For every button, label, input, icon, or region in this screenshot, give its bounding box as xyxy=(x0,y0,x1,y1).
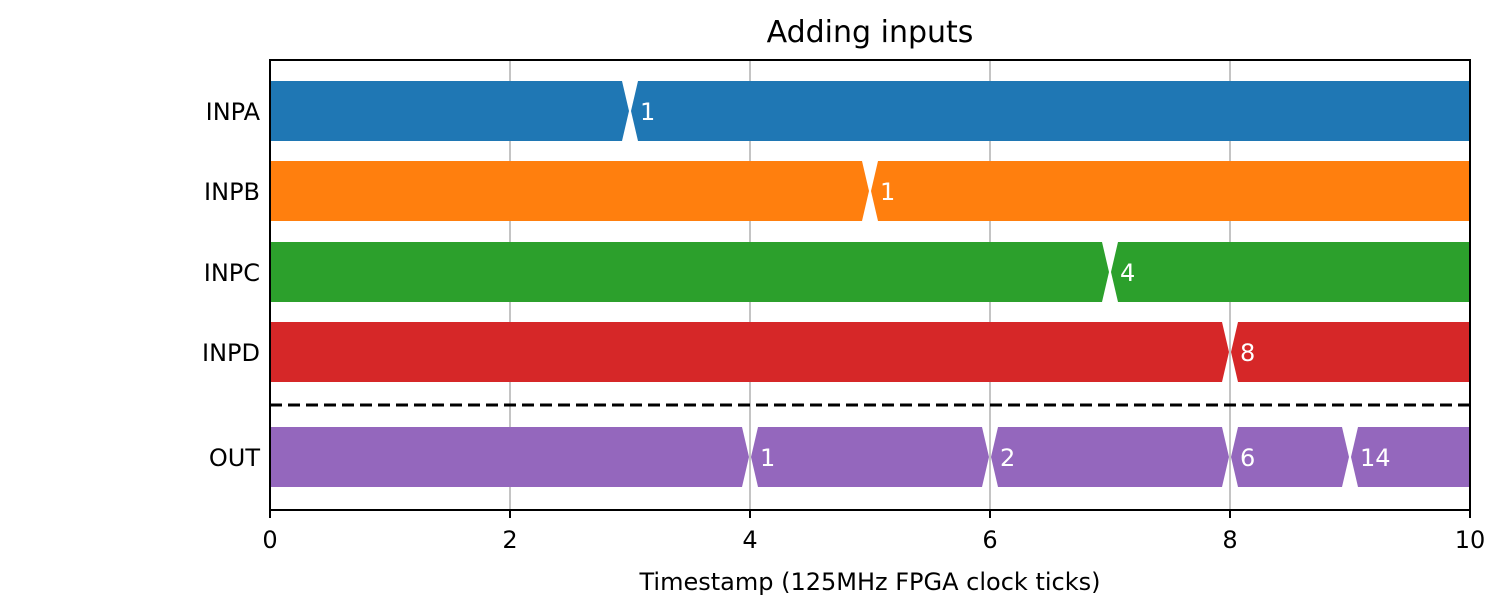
segment xyxy=(270,161,869,221)
chart-title: Adding inputs xyxy=(767,15,974,50)
segment-value-label: 1 xyxy=(880,178,895,206)
signal-row-inpb: 1 xyxy=(270,161,1470,221)
signal-name-label: OUT xyxy=(209,444,260,472)
segment xyxy=(270,242,1109,302)
signal-name-label: INPA xyxy=(206,98,261,126)
segment xyxy=(270,322,1229,382)
x-axis-label: Timestamp (125MHz FPGA clock ticks) xyxy=(639,568,1101,596)
segment-value-label: 14 xyxy=(1360,444,1391,472)
signal-row-inpd: 8 xyxy=(270,322,1470,382)
segment xyxy=(1111,242,1470,302)
signal-name-label: INPD xyxy=(202,339,260,367)
segment xyxy=(871,161,1470,221)
segment xyxy=(270,427,749,487)
x-tick-label: 6 xyxy=(982,526,997,554)
segment xyxy=(991,427,1229,487)
axes-frame xyxy=(269,59,1471,511)
signal-row-inpa: 1 xyxy=(270,81,1470,141)
signal-name-label: INPC xyxy=(204,259,260,287)
x-ticks: 0 2 4 6 8 10 xyxy=(262,510,1485,554)
segment-value-label: 8 xyxy=(1240,339,1255,367)
segment xyxy=(1351,427,1470,487)
segment-value-label: 2 xyxy=(1000,444,1015,472)
signal-row-out: 1 2 6 14 xyxy=(270,427,1470,487)
segment xyxy=(631,81,1470,141)
segment-value-label: 1 xyxy=(760,444,775,472)
segment xyxy=(270,81,629,141)
signal-row-inpc: 4 xyxy=(270,242,1470,302)
segment-value-label: 4 xyxy=(1120,259,1135,287)
segment xyxy=(1231,322,1470,382)
segment-value-label: 1 xyxy=(640,98,655,126)
x-tick-label: 8 xyxy=(1222,526,1237,554)
signal-labels: INPA INPB INPC INPD OUT xyxy=(202,98,261,472)
segment-value-label: 6 xyxy=(1240,444,1255,472)
x-tick-label: 0 xyxy=(262,526,277,554)
x-tick-label: 4 xyxy=(742,526,757,554)
segment xyxy=(1231,427,1349,487)
segment xyxy=(751,427,989,487)
x-tick-label: 2 xyxy=(502,526,517,554)
x-tick-label: 10 xyxy=(1455,526,1486,554)
signal-name-label: INPB xyxy=(204,178,260,206)
